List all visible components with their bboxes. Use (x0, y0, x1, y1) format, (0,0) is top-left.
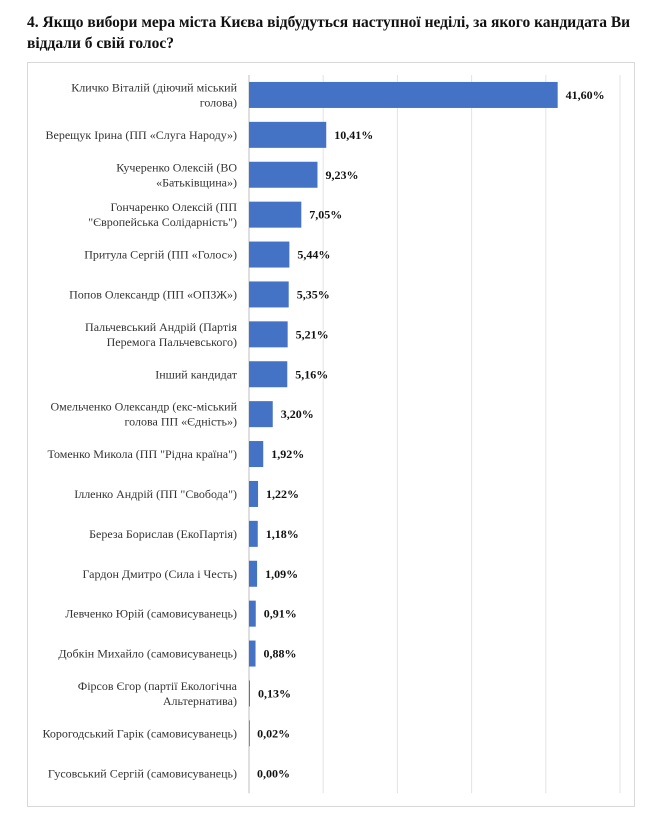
category-label-line: Кучеренко Олексій (ВО (116, 160, 237, 174)
category-label-line: Попов Олександр (ПП «ОПЗЖ») (69, 287, 237, 301)
data-label: 9,23% (325, 168, 358, 182)
category-label-line: Альтернатива) (163, 694, 237, 708)
bar (249, 680, 250, 707)
category-label: Попов Олександр (ПП «ОПЗЖ») (69, 287, 237, 301)
category-label-line: Інший кандидат (155, 367, 238, 381)
data-label: 41,60% (566, 88, 605, 102)
bar (249, 401, 273, 428)
data-label: 1,09% (265, 567, 298, 581)
data-label: 5,35% (297, 287, 330, 301)
bar (249, 121, 327, 148)
bar (249, 600, 256, 627)
category-label-line: Томенко Микола (ПП "Рідна країна") (48, 447, 237, 461)
category-label: Верещук Ірина (ПП «Слуга Народу») (45, 128, 237, 142)
category-label: Добкін Михайло (самовисуванець) (58, 647, 237, 661)
category-label-line: Гончаренко Олексій (ПП (110, 200, 237, 214)
category-label-line: Перемога Пальчевського) (107, 335, 237, 349)
category-label: Інший кандидат (155, 367, 238, 381)
bar (249, 520, 258, 547)
category-label-line: Кличко Віталій (діючий міський (71, 80, 237, 94)
category-label-line: Левченко Юрій (самовисуванець) (65, 607, 237, 621)
data-label: 3,20% (281, 407, 314, 421)
chart-frame (27, 62, 635, 807)
data-label: 10,41% (334, 128, 373, 142)
category-label: Фірсов Єгор (партії Екологічна Альтернати… (78, 679, 238, 708)
category-label-line: "Європейська Солідарність") (88, 215, 237, 229)
bar (249, 560, 258, 587)
category-label-line: Омельченко Олександр (екс-міський (50, 400, 237, 414)
bar (249, 241, 290, 268)
category-label-line: Притула Сергій (ПП «Голос») (84, 248, 237, 262)
category-label: Левченко Юрій (самовисуванець) (65, 607, 237, 621)
category-label: Гончаренко Олексій (ПП "Європейська Солід… (88, 200, 237, 229)
data-label: 5,44% (297, 248, 330, 262)
category-label-line: Верещук Ірина (ПП «Слуга Народу») (45, 128, 237, 142)
bar (249, 441, 264, 468)
category-label: Береза Борислав (ЕкоПартія) (89, 527, 237, 541)
bar (249, 361, 288, 388)
category-label-line: Пальчевський Андрій (Партія (85, 320, 237, 334)
category-label: Гусовський Сергій (самовисуванець) (48, 766, 237, 780)
data-label: 5,21% (296, 327, 329, 341)
bar (249, 161, 318, 188)
category-label: Кучеренко Олексій (ВО «Батьківщина») (116, 160, 237, 189)
category-label: Гардон Дмитро (Сила і Честь) (83, 567, 237, 581)
category-label-line: Гусовський Сергій (самовисуванець) (48, 766, 237, 780)
category-label-line: Гардон Дмитро (Сила і Честь) (83, 567, 237, 581)
category-label-line: голова ПП «Єдність») (125, 415, 237, 429)
data-label: 7,05% (309, 208, 342, 222)
chart-title: 4. Якщо вибори мера міста Києва відбудут… (27, 14, 631, 52)
data-label: 0,13% (258, 686, 291, 700)
bar (249, 640, 256, 667)
category-label-line: Корогодський Гарік (самовисуванець) (42, 726, 237, 740)
category-label-line: Добкін Михайло (самовисуванець) (58, 647, 237, 661)
bar (249, 480, 259, 507)
category-label-line: Ілленко Андрій (ПП "Свобода") (74, 487, 237, 501)
bar (249, 720, 250, 747)
data-label: 5,16% (295, 367, 328, 381)
category-label: Ілленко Андрій (ПП "Свобода") (74, 487, 237, 501)
bar (249, 321, 288, 348)
bar (249, 281, 289, 308)
data-label: 0,00% (257, 766, 290, 780)
category-label: Кличко Віталій (діючий міський голова) (71, 80, 237, 109)
category-label: Корогодський Гарік (самовисуванець) (42, 726, 237, 740)
category-label-line: Береза Борислав (ЕкоПартія) (89, 527, 237, 541)
data-label: 0,02% (257, 726, 290, 740)
bar (249, 81, 558, 108)
data-label: 1,18% (266, 527, 299, 541)
data-label: 1,22% (266, 487, 299, 501)
category-label: Притула Сергій (ПП «Голос») (84, 248, 237, 262)
data-label: 0,88% (264, 647, 297, 661)
category-label: Томенко Микола (ПП "Рідна країна") (48, 447, 237, 461)
category-label-line: голова) (200, 95, 237, 109)
data-label: 1,92% (271, 447, 304, 461)
category-label: Пальчевський Андрій (Партія Перемога Паль… (85, 320, 237, 349)
category-label-line: «Батьківщина») (156, 175, 237, 189)
bar (249, 201, 302, 228)
category-label-line: Фірсов Єгор (партії Екологічна (78, 679, 238, 693)
data-label: 0,91% (264, 607, 297, 621)
category-label: Омельченко Олександр (екс-міський голова … (50, 400, 237, 429)
